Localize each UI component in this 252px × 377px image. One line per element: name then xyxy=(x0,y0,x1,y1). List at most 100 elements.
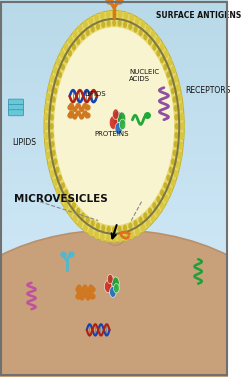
Circle shape xyxy=(134,220,138,227)
Circle shape xyxy=(64,202,69,210)
Circle shape xyxy=(101,225,105,231)
Circle shape xyxy=(44,112,49,121)
Circle shape xyxy=(59,50,65,58)
Bar xyxy=(0,195,228,198)
Bar xyxy=(0,323,228,327)
Circle shape xyxy=(94,212,107,233)
Bar xyxy=(0,97,228,101)
Circle shape xyxy=(81,34,85,40)
Bar xyxy=(0,151,228,154)
Text: NUCLEIC
ACIDS: NUCLEIC ACIDS xyxy=(129,69,159,82)
Circle shape xyxy=(61,182,65,189)
Circle shape xyxy=(117,226,122,233)
Circle shape xyxy=(55,79,59,86)
Circle shape xyxy=(177,93,182,101)
Bar xyxy=(0,179,228,182)
Bar xyxy=(0,182,228,185)
Circle shape xyxy=(171,66,176,74)
Circle shape xyxy=(128,223,132,230)
Circle shape xyxy=(101,21,105,28)
Circle shape xyxy=(163,64,167,70)
Circle shape xyxy=(58,175,62,181)
Bar xyxy=(0,229,228,233)
Circle shape xyxy=(139,216,143,223)
Bar xyxy=(0,141,228,144)
Bar xyxy=(0,91,228,94)
Circle shape xyxy=(50,123,54,130)
Bar xyxy=(0,292,228,295)
Text: RECEPTORS: RECEPTORS xyxy=(185,86,230,95)
Bar xyxy=(0,66,228,69)
Circle shape xyxy=(156,196,161,203)
Circle shape xyxy=(64,189,68,196)
Circle shape xyxy=(176,161,181,169)
Bar xyxy=(0,223,228,226)
Circle shape xyxy=(91,26,95,33)
Bar xyxy=(0,308,228,311)
Bar xyxy=(0,280,228,283)
Bar xyxy=(0,107,228,110)
Circle shape xyxy=(44,132,49,140)
Circle shape xyxy=(53,87,57,94)
Circle shape xyxy=(46,93,51,101)
Bar xyxy=(0,239,228,242)
Bar xyxy=(0,204,228,207)
Bar xyxy=(0,217,228,220)
Circle shape xyxy=(173,170,178,178)
Bar xyxy=(0,210,228,214)
Bar xyxy=(0,188,228,192)
Circle shape xyxy=(86,216,90,223)
Bar xyxy=(0,3,228,6)
Bar xyxy=(0,63,228,66)
Circle shape xyxy=(45,142,50,150)
Bar xyxy=(0,101,228,104)
Bar xyxy=(0,126,228,129)
Circle shape xyxy=(160,202,165,210)
Circle shape xyxy=(135,17,140,25)
Bar xyxy=(0,82,228,85)
Circle shape xyxy=(151,30,156,38)
Circle shape xyxy=(96,223,100,230)
Bar xyxy=(0,25,228,28)
Circle shape xyxy=(151,214,156,222)
Circle shape xyxy=(167,187,172,195)
Bar xyxy=(0,302,228,305)
Bar xyxy=(0,0,228,3)
Circle shape xyxy=(105,197,124,229)
Bar xyxy=(0,267,228,270)
Circle shape xyxy=(64,43,69,51)
Circle shape xyxy=(107,226,111,233)
Bar xyxy=(0,28,228,31)
Bar xyxy=(0,311,228,314)
Bar xyxy=(0,138,228,141)
Circle shape xyxy=(45,103,50,111)
Bar xyxy=(0,116,228,120)
Circle shape xyxy=(44,11,184,242)
Circle shape xyxy=(53,66,58,74)
Bar xyxy=(0,88,228,91)
Bar xyxy=(0,160,228,163)
Bar xyxy=(0,289,228,292)
Bar xyxy=(0,226,228,229)
Circle shape xyxy=(72,202,76,209)
Circle shape xyxy=(73,214,78,222)
Bar xyxy=(0,201,228,204)
Circle shape xyxy=(107,274,113,284)
Bar xyxy=(0,72,228,75)
Bar xyxy=(0,75,228,78)
Circle shape xyxy=(52,96,56,103)
Circle shape xyxy=(164,50,169,58)
Circle shape xyxy=(106,10,111,18)
Bar xyxy=(0,94,228,97)
Bar xyxy=(0,320,228,323)
Bar xyxy=(0,349,228,352)
Bar xyxy=(0,113,228,116)
Bar xyxy=(0,270,228,273)
Bar xyxy=(0,50,228,54)
Bar xyxy=(0,314,228,317)
Circle shape xyxy=(112,277,119,289)
Circle shape xyxy=(113,111,122,126)
Bar xyxy=(0,257,228,261)
Bar xyxy=(0,110,228,113)
Circle shape xyxy=(139,29,143,36)
